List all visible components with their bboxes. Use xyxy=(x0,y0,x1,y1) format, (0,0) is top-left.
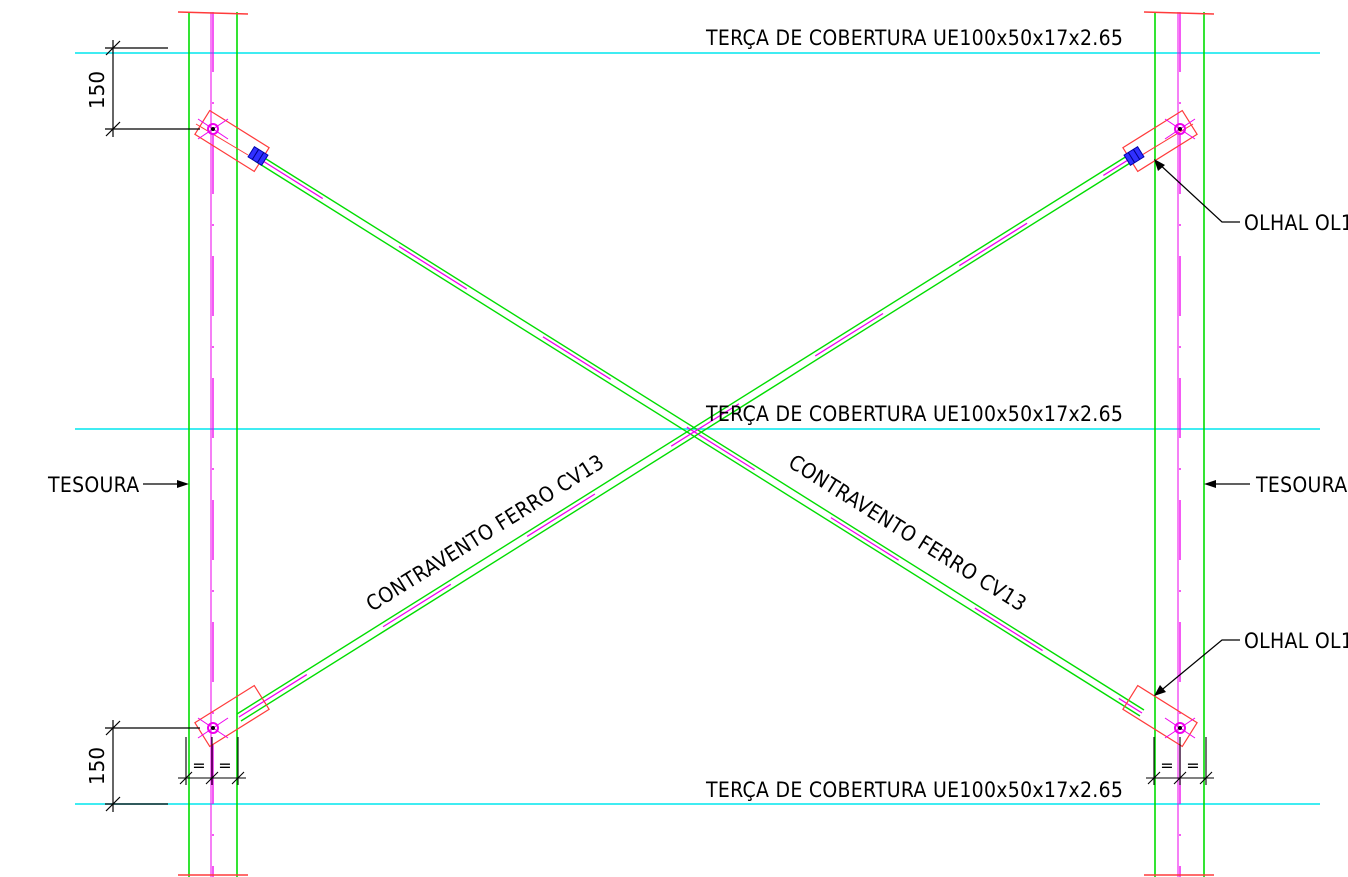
brace-rising-label: CONTRAVENTO FERRO CV13 xyxy=(362,450,608,616)
equal-dimension-left xyxy=(178,737,246,785)
plate-bottom-right xyxy=(1122,684,1198,748)
equal-sign-left-2: = xyxy=(218,756,231,775)
equal-dimension-right xyxy=(1146,737,1214,785)
eyelet-bottom-leader xyxy=(1154,639,1240,696)
dimension-bottom xyxy=(105,720,200,812)
dimension-bottom-label: 150 xyxy=(85,747,109,785)
purlin-mid-label: TERÇA DE COBERTURA UE100x50x17x2.65 xyxy=(705,402,1123,426)
truss-left xyxy=(177,11,249,877)
truss-left-label: TESOURA xyxy=(47,473,139,497)
node-bottom-right xyxy=(1164,717,1196,739)
purlin-top-label: TERÇA DE COBERTURA UE100x50x17x2.65 xyxy=(705,26,1123,50)
truss-right-leader xyxy=(1204,480,1250,488)
equal-sign-right-1: = xyxy=(1160,756,1173,775)
node-top-right xyxy=(1164,118,1196,140)
eyelet-top-leader xyxy=(1154,159,1240,223)
node-bottom-left xyxy=(197,717,229,739)
purlin-bottom-label: TERÇA DE COBERTURA UE100x50x17x2.65 xyxy=(705,778,1123,802)
brace-falling-label: CONTRAVENTO FERRO CV13 xyxy=(784,450,1030,616)
plate-details xyxy=(195,123,1194,156)
plate-bottom-left xyxy=(194,684,270,748)
dimension-top-label: 150 xyxy=(85,71,109,109)
bolt-top-left xyxy=(247,145,269,167)
bolt-top-right xyxy=(1123,145,1145,167)
node-top-left xyxy=(197,118,229,140)
equal-sign-left-1: = xyxy=(192,756,205,775)
eyelet-top-label: OLHAL OL1 xyxy=(1244,211,1348,235)
dimension-top xyxy=(105,40,200,137)
eyelet-bottom-label: OLHAL OL1 xyxy=(1244,629,1348,653)
brace-rising xyxy=(236,150,1139,722)
truss-left-leader xyxy=(143,480,189,488)
equal-sign-right-2: = xyxy=(1186,756,1199,775)
truss-right-label: TESOURA xyxy=(1255,473,1347,497)
